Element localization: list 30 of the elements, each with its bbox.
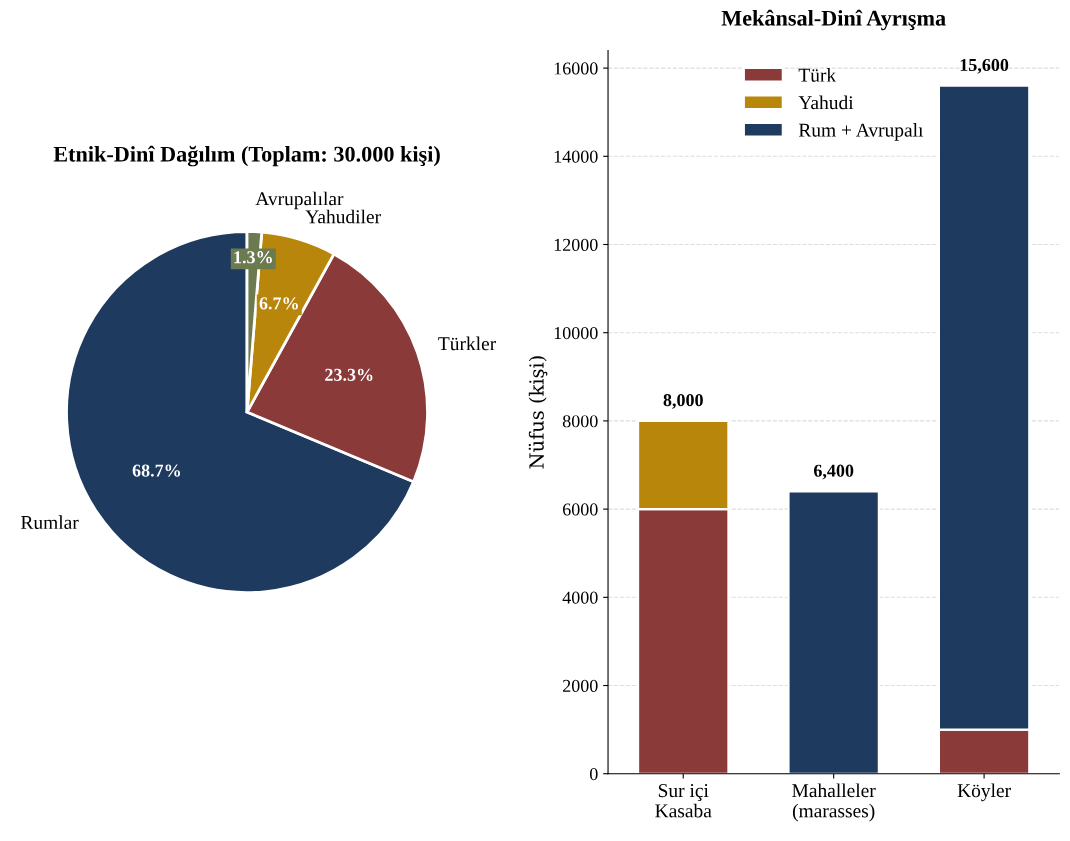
legend-label: Türk xyxy=(798,68,837,82)
slice-label: Türkler xyxy=(438,336,497,351)
data-label: 1.3% xyxy=(234,251,272,264)
x-tick-label: Sur içi Kasaba xyxy=(655,784,712,818)
slice-label: Rumlar xyxy=(21,515,79,530)
chart-title: Etnik-Dinî Dağılım (Toplam: 30.000 kişi) xyxy=(53,145,440,167)
total-label: 8,000 xyxy=(663,394,703,409)
y-tick-label: 12000 xyxy=(554,238,598,251)
slice-label: Yahudiler xyxy=(305,209,381,224)
y-tick-label: 4000 xyxy=(562,591,598,604)
total-label: 15,600 xyxy=(960,58,1009,74)
total-label: 6,400 xyxy=(813,464,854,480)
x-tick-label: Köyler xyxy=(957,783,1011,802)
y-tick-label: 16000 xyxy=(554,62,598,75)
slice-label: Avrupalılar xyxy=(255,191,344,210)
legend-label: Rum + Avrupalı xyxy=(798,123,924,141)
y-tick-label: 6000 xyxy=(562,503,598,516)
data-label: 23.3% xyxy=(325,368,373,381)
bar xyxy=(787,490,880,774)
chart-title: Mekânsal-Dinî Ayrışma xyxy=(721,9,946,31)
x-tick-label: Mahalleler (marasses) xyxy=(792,783,876,822)
y-tick-label: 0 xyxy=(589,767,598,781)
data-label: 68.7% xyxy=(132,464,181,477)
data-label: 6.7% xyxy=(259,297,298,310)
y-tick-label: 14000 xyxy=(554,150,598,163)
y-tick-label: 10000 xyxy=(554,326,598,340)
y-tick-label: 2000 xyxy=(563,679,598,692)
y-axis-title: Nüfus (kişi) xyxy=(528,356,548,469)
y-tick-label: 8000 xyxy=(562,415,598,428)
legend-label: Yahudi xyxy=(798,95,854,110)
